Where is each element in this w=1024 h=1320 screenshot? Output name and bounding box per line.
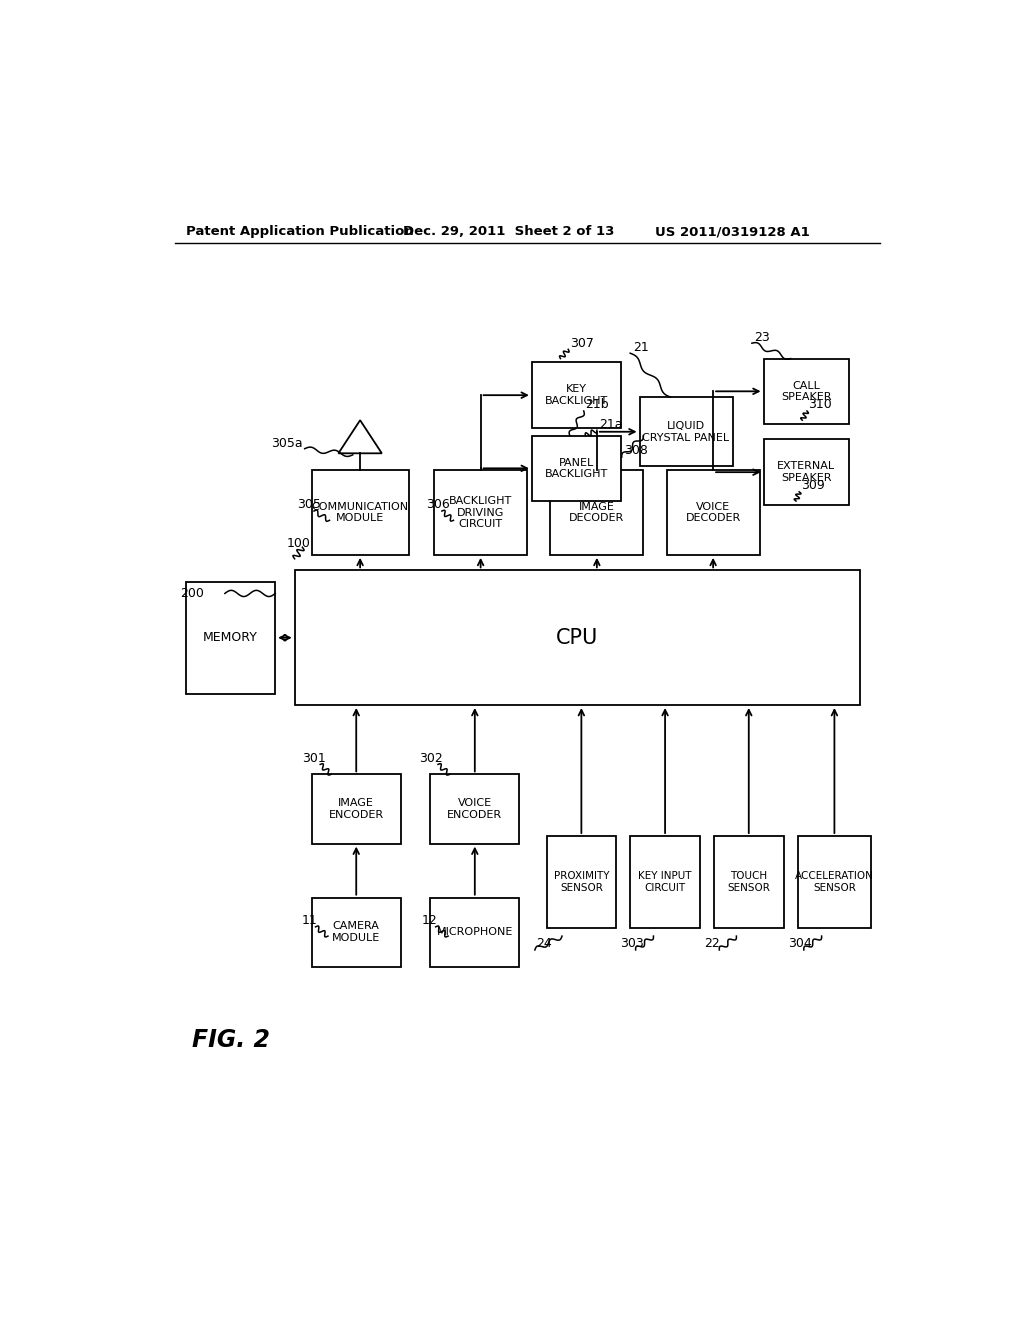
Text: 303: 303 xyxy=(621,937,644,950)
Text: 305: 305 xyxy=(297,499,321,511)
Text: KEY INPUT
CIRCUIT: KEY INPUT CIRCUIT xyxy=(638,871,692,894)
Bar xyxy=(430,775,519,843)
Text: 307: 307 xyxy=(569,337,594,350)
Text: 308: 308 xyxy=(624,445,648,458)
Bar xyxy=(798,836,871,928)
Bar xyxy=(434,470,527,554)
Text: 21b: 21b xyxy=(586,399,609,412)
Text: 301: 301 xyxy=(302,752,326,766)
Bar xyxy=(764,359,849,424)
Text: PANEL
BACKLIGHT: PANEL BACKLIGHT xyxy=(545,458,608,479)
Text: 305a: 305a xyxy=(271,437,303,450)
Text: ACCELERATION
SENSOR: ACCELERATION SENSOR xyxy=(795,871,873,894)
Text: CPU: CPU xyxy=(556,628,599,648)
Text: VOICE
DECODER: VOICE DECODER xyxy=(685,502,740,524)
Text: 11: 11 xyxy=(302,915,317,927)
Text: 21: 21 xyxy=(633,341,649,354)
Bar xyxy=(311,898,400,966)
Text: LIQUID
CRYSTAL PANEL: LIQUID CRYSTAL PANEL xyxy=(642,421,729,442)
Text: CALL
SPEAKER: CALL SPEAKER xyxy=(781,380,831,403)
Bar xyxy=(714,836,783,928)
Text: FIG. 2: FIG. 2 xyxy=(191,1028,269,1052)
Bar xyxy=(186,582,275,693)
Bar xyxy=(311,470,409,554)
Text: IMAGE
DECODER: IMAGE DECODER xyxy=(569,502,625,524)
Text: MICROPHONE: MICROPHONE xyxy=(436,927,513,937)
Text: 23: 23 xyxy=(755,330,770,343)
Text: 22: 22 xyxy=(703,937,720,950)
Bar xyxy=(311,775,400,843)
Text: 309: 309 xyxy=(801,479,824,492)
Bar xyxy=(667,470,760,554)
Bar xyxy=(531,436,621,502)
Text: CAMERA
MODULE: CAMERA MODULE xyxy=(332,921,380,942)
Bar xyxy=(764,440,849,506)
Text: BACKLIGHT
DRIVING
CIRCUIT: BACKLIGHT DRIVING CIRCUIT xyxy=(449,496,512,529)
Bar xyxy=(550,470,643,554)
Text: PROXIMITY
SENSOR: PROXIMITY SENSOR xyxy=(554,871,609,894)
Bar xyxy=(640,397,732,466)
Bar xyxy=(630,836,700,928)
Text: 306: 306 xyxy=(426,499,451,511)
Text: COMMUNICATION
MODULE: COMMUNICATION MODULE xyxy=(311,502,409,524)
Text: 12: 12 xyxy=(422,915,437,927)
Text: 304: 304 xyxy=(788,937,812,950)
Bar xyxy=(531,363,621,428)
Bar xyxy=(295,570,860,705)
Text: 21a: 21a xyxy=(599,417,623,430)
Text: 302: 302 xyxy=(420,752,443,766)
Bar xyxy=(547,836,616,928)
Bar xyxy=(430,898,519,966)
Text: IMAGE
ENCODER: IMAGE ENCODER xyxy=(329,799,384,820)
Text: Dec. 29, 2011  Sheet 2 of 13: Dec. 29, 2011 Sheet 2 of 13 xyxy=(403,224,614,238)
Text: 24: 24 xyxy=(537,937,552,950)
Text: 200: 200 xyxy=(180,587,204,601)
Text: TOUCH
SENSOR: TOUCH SENSOR xyxy=(727,871,770,894)
Text: 100: 100 xyxy=(287,537,310,550)
Text: US 2011/0319128 A1: US 2011/0319128 A1 xyxy=(655,224,810,238)
Text: MEMORY: MEMORY xyxy=(203,631,258,644)
Text: 310: 310 xyxy=(809,399,833,412)
Text: Patent Application Publication: Patent Application Publication xyxy=(186,224,414,238)
Text: EXTERNAL
SPEAKER: EXTERNAL SPEAKER xyxy=(777,462,836,483)
Text: KEY
BACKLIGHT: KEY BACKLIGHT xyxy=(545,384,608,407)
Text: VOICE
ENCODER: VOICE ENCODER xyxy=(447,799,503,820)
